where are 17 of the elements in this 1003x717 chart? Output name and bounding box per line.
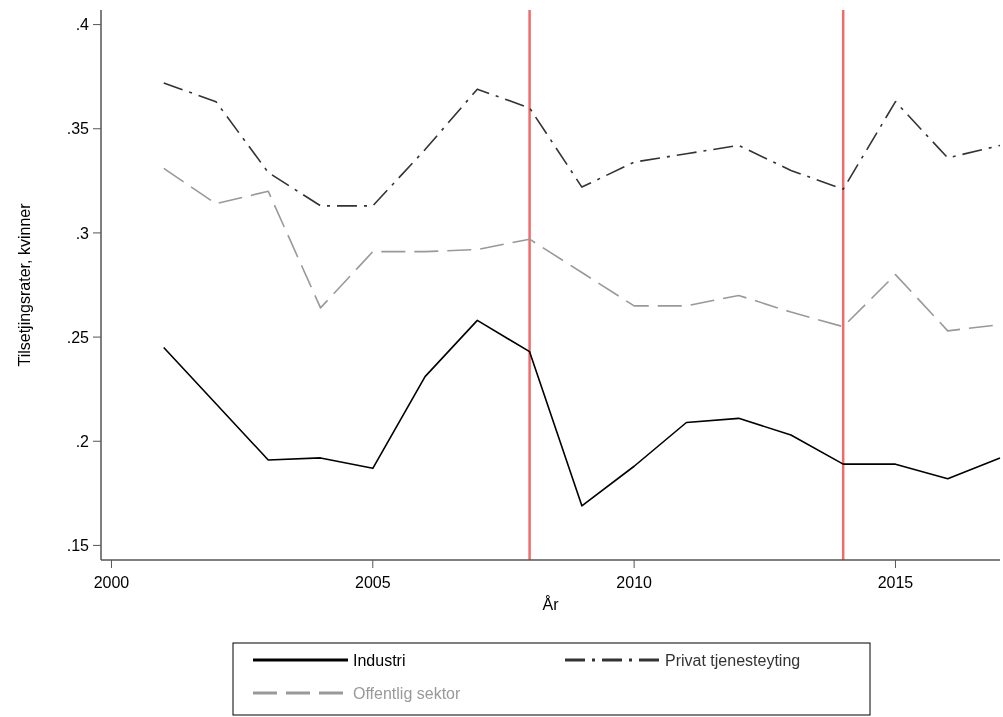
text: Offentlig sektor bbox=[353, 684, 461, 702]
line-series bbox=[162, 82, 1001, 207]
x-axis-title: År bbox=[542, 595, 560, 613]
y-tick-label: .15 bbox=[66, 537, 90, 555]
x-tick-label: 2010 bbox=[616, 574, 653, 591]
x-tick-label: 2005 bbox=[354, 574, 391, 591]
x-tick-label: 2000 bbox=[93, 574, 130, 591]
y-tick-label: .25 bbox=[66, 328, 90, 346]
y-tick-label: .4 bbox=[75, 16, 90, 34]
y-tick-label: .3 bbox=[75, 224, 90, 242]
y-tick-label: .2 bbox=[75, 432, 90, 450]
y-tick-label: .35 bbox=[66, 120, 90, 138]
x-tick-label: 2015 bbox=[877, 574, 914, 591]
text: Privat tjenesteyting bbox=[665, 651, 801, 669]
y-axis-title: Tilsetjingsrater, kvinner bbox=[16, 202, 33, 367]
line-series bbox=[162, 319, 1001, 507]
text: Industri bbox=[353, 651, 406, 669]
